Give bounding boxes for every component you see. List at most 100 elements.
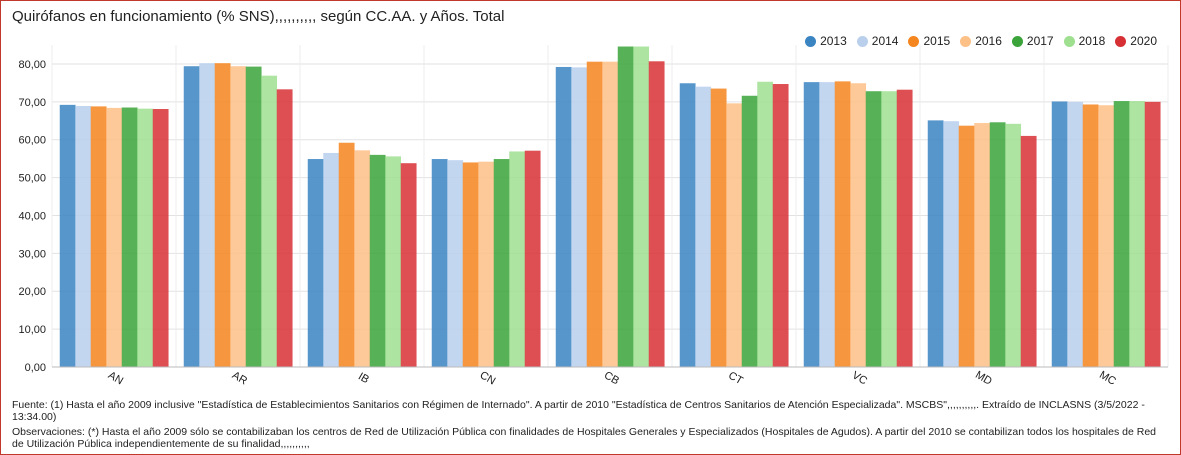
bar-MD-2017 [989, 122, 1006, 367]
bar-IB-2014 [323, 152, 340, 367]
bar-CT-2014 [695, 86, 712, 367]
legend-marker [1115, 35, 1127, 47]
bar-AN-2018 [137, 108, 154, 368]
bar-MD-2015 [958, 125, 975, 367]
legend-label: 2016 [975, 34, 1002, 48]
bar-AR-2018 [261, 75, 278, 368]
legend-label: 2020 [1130, 34, 1157, 48]
y-tick-label: 10,00 [18, 324, 46, 336]
bar-IB-2017 [369, 154, 386, 367]
bar-MC-2014 [1067, 101, 1084, 367]
bar-CB-2016 [602, 61, 619, 367]
bar-VC-2020 [896, 89, 913, 368]
source-note: Fuente: (1) Hasta el año 2009 inclusive … [12, 399, 1145, 423]
x-tick-label: CT [726, 370, 745, 388]
x-tick-label: VC [850, 369, 869, 387]
bar-AN-2017 [121, 107, 138, 367]
y-tick-label: 0,00 [25, 362, 46, 374]
bar-IB-2018 [385, 156, 402, 367]
chart-legend: 2013 2014 2015 2016 2017 2018 2020 [805, 34, 1157, 48]
legend-marker [1063, 35, 1075, 47]
bar-CT-2013 [679, 83, 696, 368]
chart-footer: Fuente: (1) Hasta el año 2009 inclusive … [12, 399, 1162, 453]
bar-AR-2013 [183, 66, 200, 368]
bar-MD-2018 [1005, 123, 1022, 368]
bar-MC-2020 [1144, 101, 1161, 367]
bar-VC-2015 [834, 81, 851, 367]
bar-AR-2016 [230, 66, 247, 368]
x-tick-label: IB [356, 371, 371, 387]
x-tick-label: CN [478, 369, 498, 387]
bar-CT-2020 [772, 84, 789, 367]
x-tick-label: AR [230, 369, 249, 387]
y-tick-label: 80,00 [18, 59, 46, 71]
y-tick-label: 50,00 [18, 173, 46, 185]
bar-CN-2016 [478, 161, 495, 367]
legend-marker [1011, 35, 1023, 47]
observations-note: Observaciones: (*) Hasta el año 2009 sól… [12, 426, 1157, 450]
legend-label: 2013 [820, 34, 847, 48]
bar-VC-2014 [819, 82, 836, 368]
bar-CB-2014 [571, 67, 588, 367]
legend-marker [960, 35, 972, 47]
bar-MD-2013 [927, 120, 944, 367]
bar-VC-2017 [865, 91, 882, 368]
legend-item[interactable]: 2015 [908, 34, 950, 48]
legend-label: 2014 [871, 34, 899, 48]
legend-label: 2017 [1026, 34, 1054, 48]
bar-MC-2015 [1082, 104, 1099, 368]
bar-MD-2014 [943, 121, 960, 368]
bar-AN-2020 [152, 109, 169, 367]
bar-CN-2020 [524, 150, 541, 367]
bar-CT-2016 [726, 103, 743, 368]
bar-CB-2013 [555, 66, 572, 367]
bar-CB-2018 [633, 46, 650, 368]
legend-item[interactable]: 2017 [1011, 34, 1054, 48]
legend-marker [805, 35, 817, 47]
y-tick-label: 40,00 [18, 210, 46, 222]
legend-item[interactable]: 2016 [960, 34, 1002, 48]
bar-CB-2020 [648, 61, 665, 367]
y-tick-label: 30,00 [18, 248, 46, 260]
legend-item[interactable]: 2014 [856, 34, 899, 48]
bar-AN-2013 [59, 104, 76, 367]
bar-MD-2016 [974, 123, 991, 367]
x-tick-label: MC [1097, 369, 1118, 388]
bar-MC-2017 [1113, 101, 1130, 367]
bar-MC-2013 [1051, 101, 1068, 367]
bar-CN-2013 [431, 159, 448, 367]
bar-CT-2017 [741, 95, 758, 367]
legend-label: 2015 [923, 34, 951, 48]
bar-AR-2015 [214, 63, 231, 367]
bar-MC-2016 [1098, 105, 1115, 367]
bar-CN-2015 [462, 162, 479, 367]
y-tick-label: 60,00 [18, 135, 46, 147]
bar-CN-2014 [447, 160, 464, 367]
bar-CN-2017 [493, 159, 510, 367]
bar-VC-2018 [881, 91, 898, 368]
x-tick-label: AN [106, 369, 125, 387]
legend-item[interactable]: 2018 [1063, 34, 1106, 48]
bar-MD-2020 [1020, 135, 1037, 367]
bar-VC-2016 [850, 83, 867, 368]
bar-CB-2015 [586, 61, 603, 367]
bar-AR-2020 [276, 89, 293, 367]
bar-AN-2015 [90, 106, 107, 367]
bar-CT-2018 [757, 81, 774, 367]
legend-label: 2018 [1078, 34, 1106, 48]
bar-AN-2014 [75, 105, 92, 367]
x-tick-label: MD [973, 369, 994, 388]
y-tick-label: 20,00 [18, 286, 46, 298]
bar-CB-2017 [617, 46, 634, 368]
bar-VC-2013 [803, 82, 820, 368]
legend-marker [908, 35, 920, 47]
bar-IB-2015 [338, 142, 355, 367]
bar-chart: 0,00 10,00 20,00 30,00 40,00 50,00 60,00 70,00 8… [18, 45, 1169, 388]
bar-AR-2017 [245, 66, 262, 367]
bar-IB-2016 [354, 150, 371, 367]
legend-marker [856, 35, 868, 47]
chart-title: Quirófanos en funcionamiento (% SNS),,,,… [12, 8, 505, 25]
x-tick-label: CB [602, 369, 621, 387]
legend-item[interactable]: 2020 [1115, 34, 1157, 48]
legend-item[interactable]: 2013 [805, 34, 847, 48]
